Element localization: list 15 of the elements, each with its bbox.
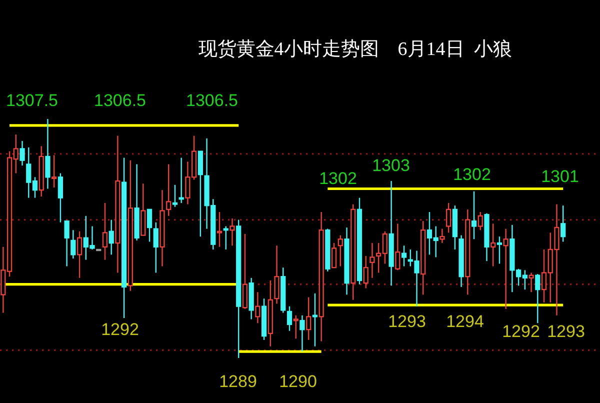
annotation: 1303 — [372, 156, 410, 175]
annotation: 1292 — [101, 320, 139, 339]
annotation: 1302 — [453, 165, 491, 184]
annotation: 1301 — [541, 167, 579, 186]
annotation: 1302 — [319, 169, 357, 188]
text: 1306.5 — [94, 91, 146, 110]
text: 1289 — [219, 372, 257, 391]
chart-title: 现货黄金4小时走势图 6月14日 小狼 — [198, 39, 512, 60]
text: 1290 — [279, 372, 317, 391]
annotation: 1292 — [502, 322, 540, 341]
text: 1307.5 — [6, 91, 58, 110]
annotation: 1293 — [388, 312, 426, 331]
text: 1306.5 — [186, 91, 238, 110]
annotation: 1294 — [446, 312, 484, 331]
annotation: 1293 — [547, 322, 585, 341]
